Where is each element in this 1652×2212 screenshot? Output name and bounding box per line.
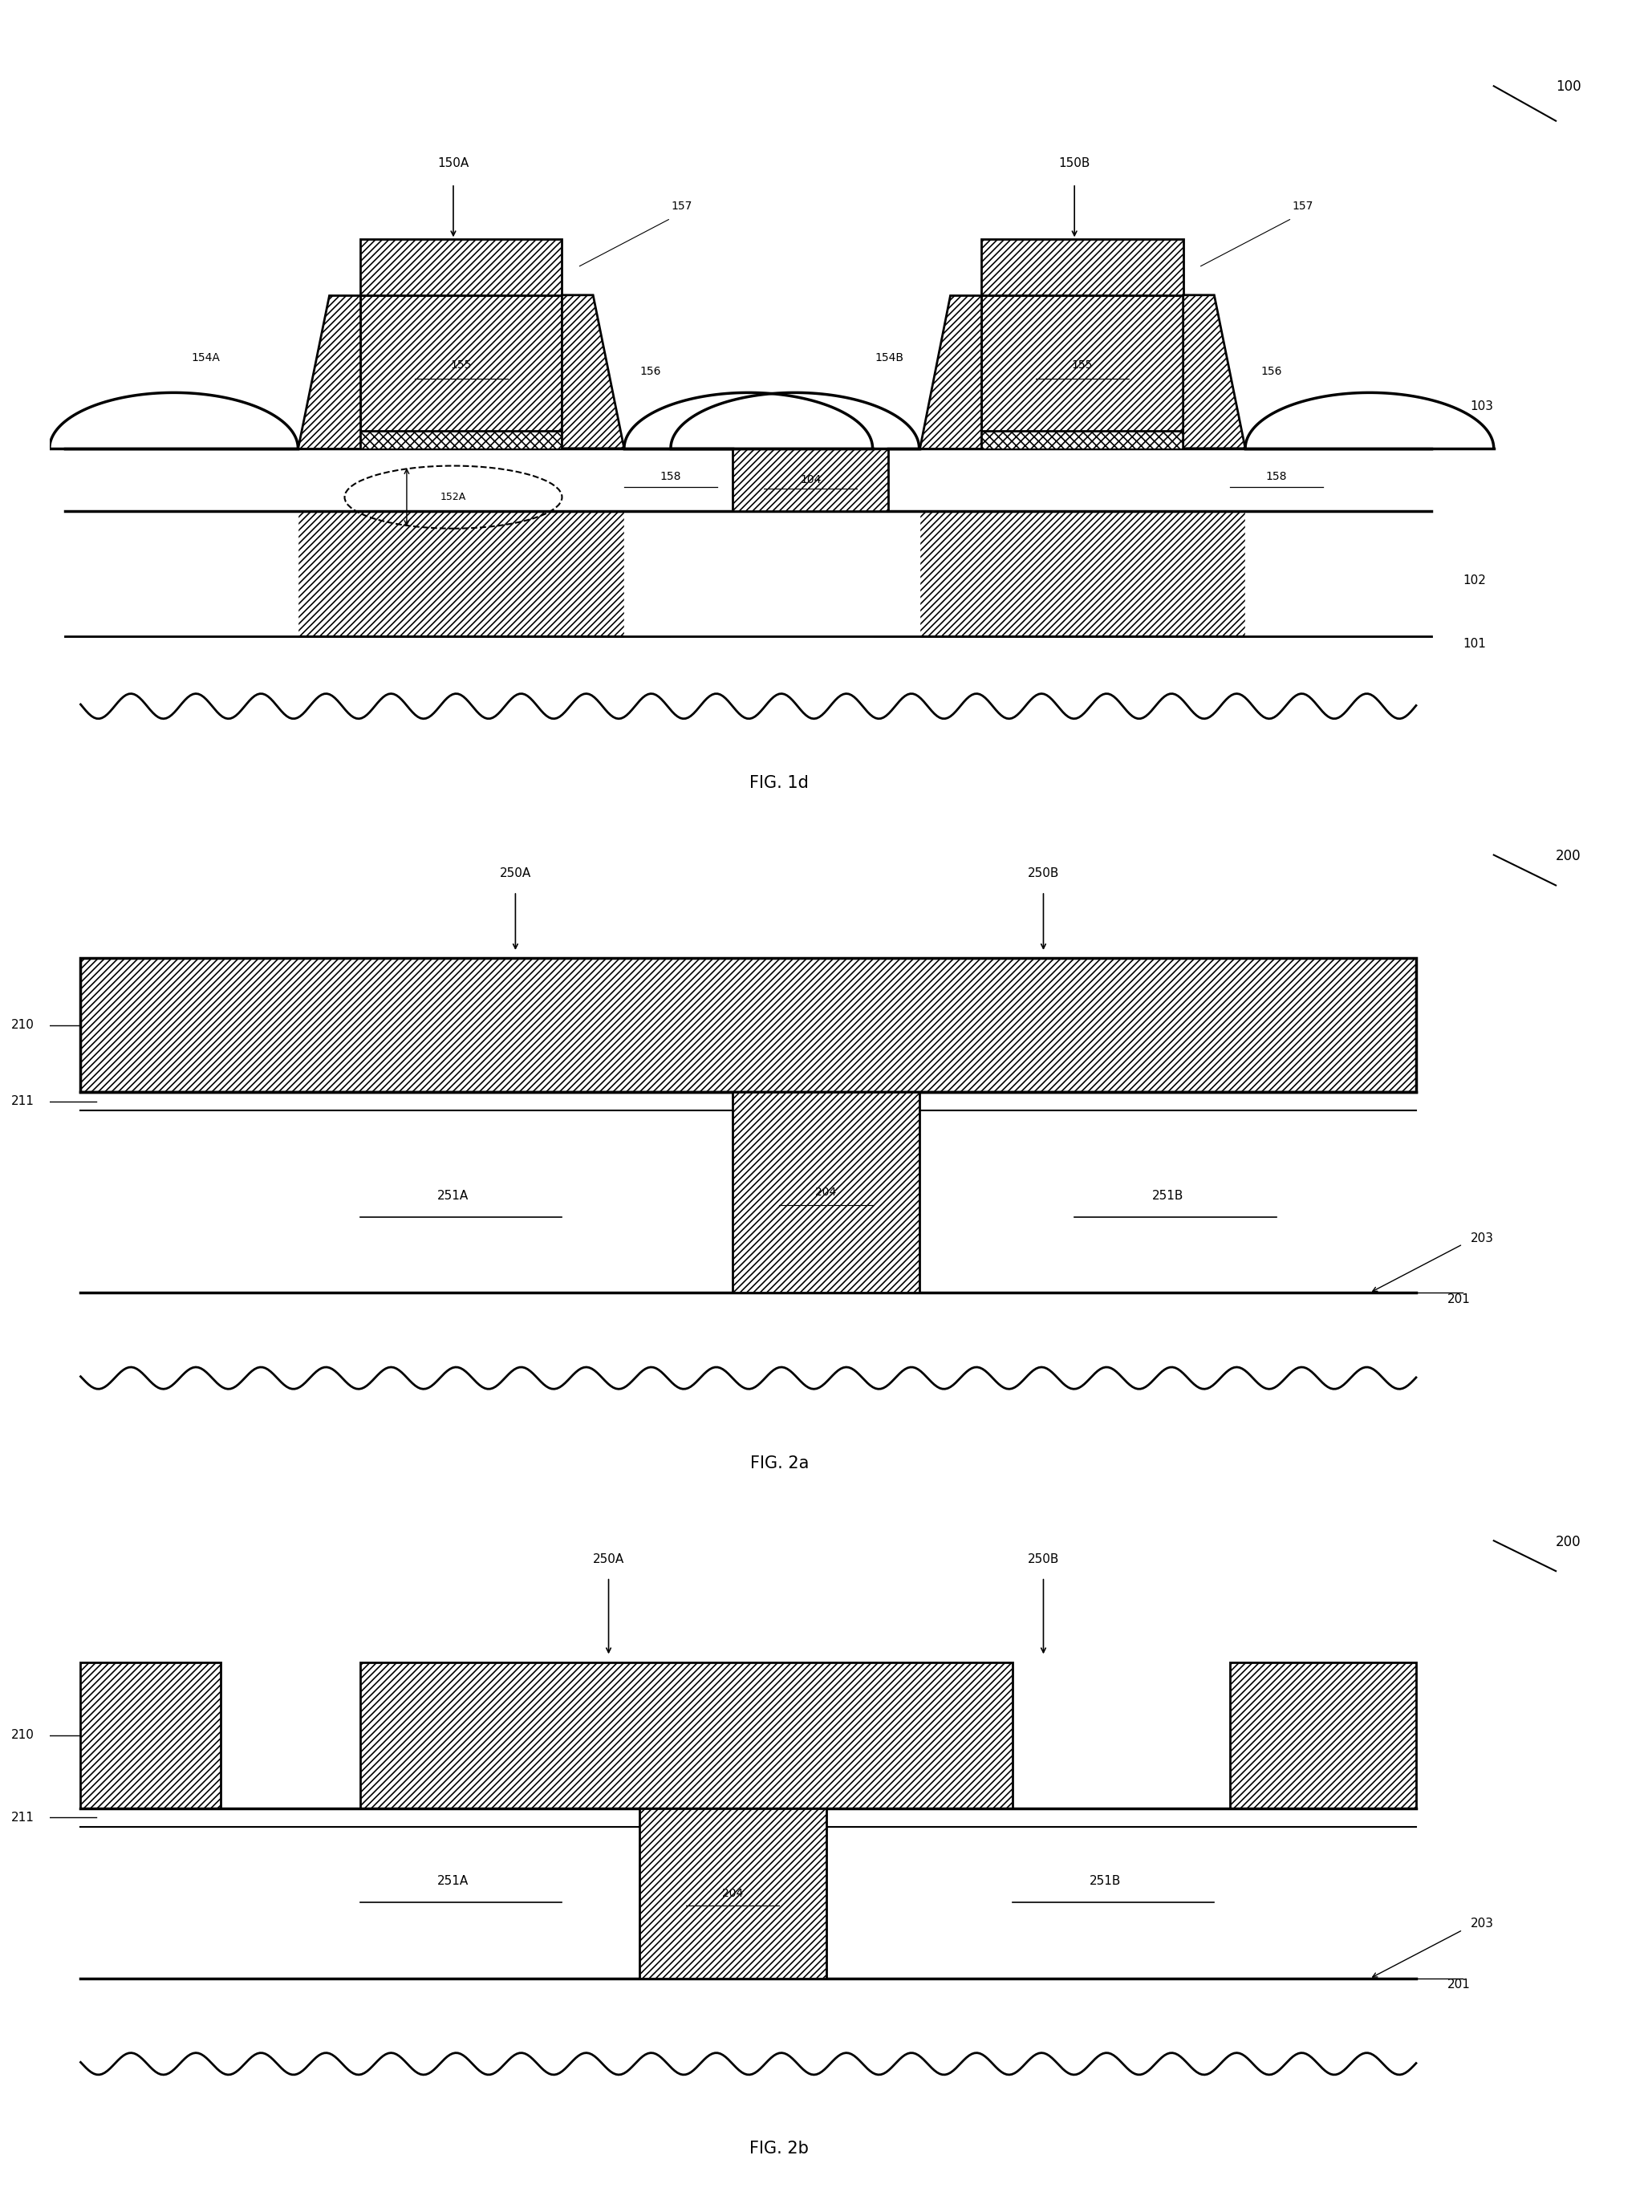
Text: 251A: 251A [438,1876,469,1887]
Text: FIG. 2b: FIG. 2b [750,2141,809,2157]
Bar [639,1809,826,1978]
Text: 250B: 250B [1028,867,1059,878]
Text: 154A: 154A [192,352,220,363]
Text: 201: 201 [1447,1980,1470,1991]
Text: 203: 203 [1470,1918,1493,1929]
Polygon shape [919,294,981,449]
Text: 250B: 250B [1028,1553,1059,1566]
Bar [981,294,1183,431]
Bar [733,449,889,511]
Text: 156: 156 [639,367,661,378]
Bar [360,294,562,431]
Text: 152A: 152A [441,491,466,502]
Text: 155: 155 [1072,358,1094,369]
Text: 200: 200 [1556,849,1581,863]
Bar [981,239,1183,294]
Text: 150A: 150A [438,157,469,170]
Text: 210: 210 [12,1730,35,1741]
Bar [81,958,1416,1093]
Bar [624,449,919,511]
Text: 157: 157 [1292,201,1313,212]
Text: 155: 155 [451,358,472,369]
Bar [981,431,1183,449]
Text: 102: 102 [1462,575,1485,586]
Text: 157: 157 [671,201,692,212]
Text: 200: 200 [1556,1535,1581,1548]
Text: 211: 211 [12,1812,35,1823]
Text: 158: 158 [1265,471,1287,482]
Bar [360,1663,1013,1809]
Text: 251A: 251A [438,1190,469,1201]
Bar [64,511,1432,637]
Text: 204: 204 [722,1887,743,1900]
Text: 204: 204 [816,1188,836,1199]
Bar [360,239,562,294]
Text: 156: 156 [1260,367,1282,378]
Bar [733,1093,919,1292]
Text: FIG. 1d: FIG. 1d [750,774,809,792]
Polygon shape [562,294,624,449]
Text: 101: 101 [1462,637,1485,650]
Text: 100: 100 [1556,80,1581,93]
Text: 103: 103 [1470,400,1493,414]
Text: 250A: 250A [499,867,532,878]
Text: 203: 203 [1470,1232,1493,1243]
Text: 158: 158 [661,471,681,482]
Text: 251B: 251B [1090,1876,1122,1887]
Text: 250A: 250A [593,1553,624,1566]
Text: 251B: 251B [1151,1190,1183,1201]
Text: 201: 201 [1447,1294,1470,1305]
Bar [1229,1663,1416,1809]
Polygon shape [1183,294,1246,449]
Text: 211: 211 [12,1095,35,1108]
Text: 104: 104 [800,473,821,484]
Text: 210: 210 [12,1020,35,1031]
Bar [360,431,562,449]
Text: 150B: 150B [1059,157,1090,170]
Polygon shape [297,294,360,449]
Bar [81,1663,220,1809]
Text: 154B: 154B [876,352,904,363]
Text: FIG. 2a: FIG. 2a [750,1455,809,1471]
